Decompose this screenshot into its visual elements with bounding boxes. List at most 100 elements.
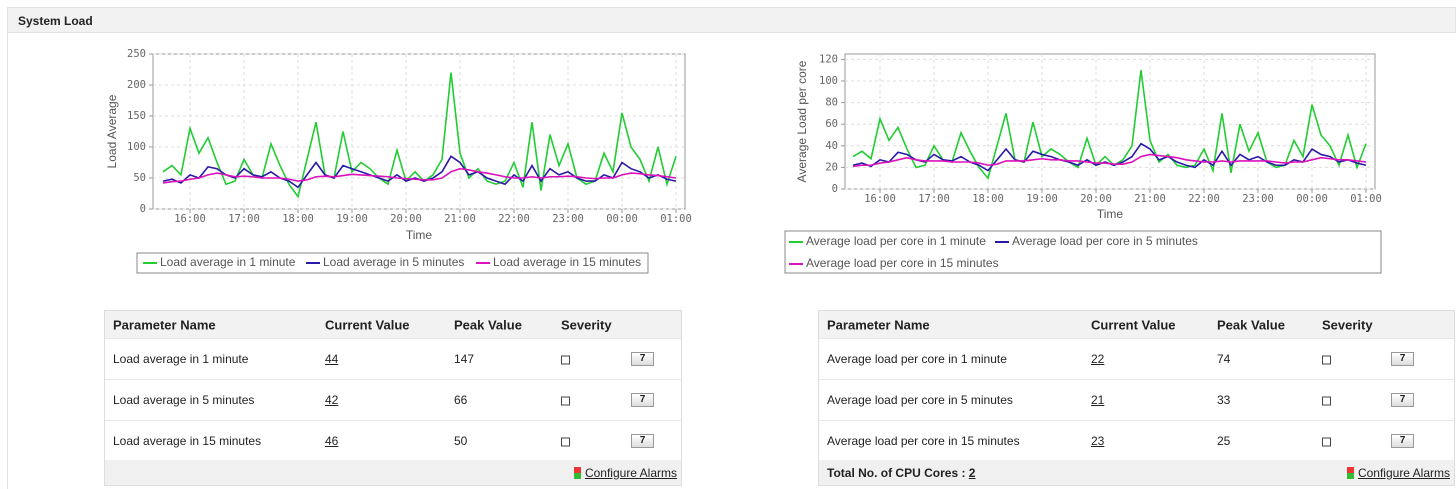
y-axis-label: Load Average xyxy=(105,94,119,168)
current-value-link[interactable]: 23 xyxy=(1091,433,1105,448)
configure-alarms: Configure Alarms xyxy=(1346,465,1450,480)
panel-body xyxy=(7,33,1456,489)
y-tick-label: 0 xyxy=(140,203,146,215)
severity-icon[interactable] xyxy=(1322,437,1331,446)
y-tick-label: 250 xyxy=(127,48,146,60)
legend-box xyxy=(136,252,649,274)
x-tick-label: 18:00 xyxy=(972,193,1004,205)
current-value-link[interactable]: 42 xyxy=(325,392,339,407)
x-tick-label: 20:00 xyxy=(1080,193,1112,205)
y-tick-label: 60 xyxy=(825,118,838,130)
column-header: Current Value xyxy=(325,317,410,332)
y-tick-label: 200 xyxy=(127,79,146,91)
plot-area xyxy=(844,53,1376,190)
severity-icon[interactable] xyxy=(1322,355,1331,364)
footer-row: Configure Alarms xyxy=(105,460,681,485)
x-axis-label: Time xyxy=(1097,207,1124,221)
action-button[interactable]: 7 xyxy=(1391,351,1414,366)
current-value-cell: 42 xyxy=(325,393,338,407)
current-value-cell: 21 xyxy=(1091,393,1104,407)
legend-label: Average load per core in 15 minutes xyxy=(806,256,999,270)
header-row: Parameter Name Current Value Peak Value Sev… xyxy=(105,311,681,339)
x-tick-label: 21:00 xyxy=(444,213,476,225)
column-header: Parameter Name xyxy=(113,317,216,332)
severity-icon[interactable] xyxy=(1322,396,1331,405)
column-header: Severity xyxy=(561,317,612,332)
peak-value: 33 xyxy=(1217,392,1231,407)
current-value-link[interactable]: 44 xyxy=(325,351,339,366)
x-tick-label: 01:00 xyxy=(1350,193,1382,205)
legend-box xyxy=(784,230,1382,274)
y-tick-label: 80 xyxy=(825,97,838,109)
configure-alarms: Configure Alarms xyxy=(573,465,677,480)
peak-value: 50 xyxy=(454,433,468,448)
current-value-cell: 44 xyxy=(325,352,338,366)
y-axis-label: Average Load per core xyxy=(795,60,809,182)
series-line xyxy=(162,72,677,199)
peak-value: 74 xyxy=(1217,351,1231,366)
x-tick-label: 23:00 xyxy=(1242,193,1274,205)
peak-value: 66 xyxy=(454,392,468,407)
table-row: Load average in 1 minute 44 147 7 xyxy=(105,338,681,380)
legend-label: Load average in 5 minutes xyxy=(323,255,464,269)
legend-label: Load average in 1 minute xyxy=(160,255,296,269)
x-tick-label: 17:00 xyxy=(228,213,260,225)
column-header: Parameter Name xyxy=(827,317,930,332)
header-row: Parameter Name Current Value Peak Value Sev… xyxy=(819,311,1454,339)
x-tick-label: 23:00 xyxy=(552,213,584,225)
legend-label: Average load per core in 1 minute xyxy=(806,234,986,248)
footer-text: Total No. of CPU Cores : 2 xyxy=(827,466,975,480)
current-value-link[interactable]: 22 xyxy=(1091,351,1105,366)
table-row: Average load per core in 5 minutes 21 33 7 xyxy=(819,379,1454,421)
x-tick-label: 01:00 xyxy=(660,213,692,225)
parameter-name: Average load per core in 1 minute xyxy=(827,351,1007,366)
current-value-cell: 46 xyxy=(325,434,338,448)
peak-value: 25 xyxy=(1217,433,1231,448)
y-tick-label: 50 xyxy=(133,172,146,184)
column-header: Peak Value xyxy=(454,317,522,332)
legend-label: Average load per core in 5 minutes xyxy=(1012,234,1198,248)
x-tick-label: 18:00 xyxy=(282,213,314,225)
y-tick-label: 20 xyxy=(825,161,838,173)
footer-row: Total No. of CPU Cores : 2 Configure Alar… xyxy=(819,460,1454,485)
x-tick-label: 16:00 xyxy=(174,213,206,225)
panel-header: System Load xyxy=(7,7,1456,33)
action-button[interactable]: 7 xyxy=(631,433,654,448)
table-row: Average load per core in 15 minutes 23 25 7 xyxy=(819,420,1454,462)
legend-label: Load average in 15 minutes xyxy=(493,255,641,269)
y-tick-label: 120 xyxy=(819,53,838,65)
action-button[interactable]: 7 xyxy=(1391,392,1414,407)
x-tick-label: 00:00 xyxy=(1296,193,1328,205)
severity-icon[interactable] xyxy=(561,437,570,446)
severity-icon[interactable] xyxy=(561,396,570,405)
current-value-cell: 23 xyxy=(1091,434,1104,448)
table-row: Load average in 15 minutes 46 50 7 xyxy=(105,420,681,462)
x-tick-label: 22:00 xyxy=(1188,193,1220,205)
parameter-name: Average load per core in 5 minutes xyxy=(827,392,1013,407)
x-tick-label: 17:00 xyxy=(918,193,950,205)
y-tick-label: 100 xyxy=(819,75,838,87)
x-tick-label: 16:00 xyxy=(864,193,896,205)
x-tick-label: 19:00 xyxy=(336,213,368,225)
configure-alarms-link[interactable]: Configure Alarms xyxy=(1357,465,1450,480)
current-value-cell: 22 xyxy=(1091,352,1104,366)
panel-title: System Load xyxy=(18,14,93,28)
configure-alarms-link[interactable]: Configure Alarms xyxy=(584,465,677,480)
x-tick-label: 19:00 xyxy=(1026,193,1058,205)
action-button[interactable]: 7 xyxy=(631,351,654,366)
y-tick-label: 40 xyxy=(825,140,838,152)
data-table: Parameter Name Current Value Peak Value Sev… xyxy=(818,310,1455,486)
x-tick-label: 22:00 xyxy=(498,213,530,225)
action-button[interactable]: 7 xyxy=(631,392,654,407)
parameter-name: Load average in 15 minutes xyxy=(113,433,262,448)
table-row: Load average in 5 minutes 42 66 7 xyxy=(105,379,681,421)
action-button[interactable]: 7 xyxy=(1391,433,1414,448)
current-value-link[interactable]: 21 xyxy=(1091,392,1105,407)
cpu-cores-value[interactable]: 2 xyxy=(968,465,976,480)
current-value-link[interactable]: 46 xyxy=(325,433,339,448)
x-tick-label: 20:00 xyxy=(390,213,422,225)
plot-area xyxy=(152,53,686,210)
severity-icon[interactable] xyxy=(561,355,570,364)
